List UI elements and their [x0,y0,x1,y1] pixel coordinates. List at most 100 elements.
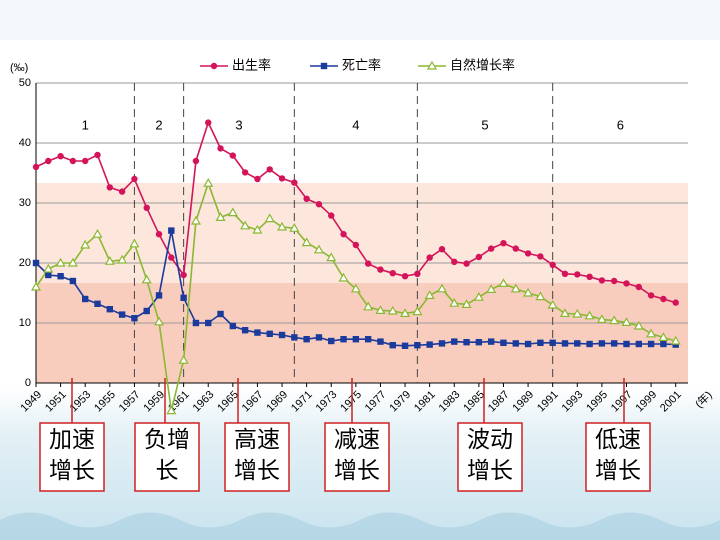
point [32,163,40,171]
point [498,278,509,287]
point [487,245,495,252]
point [424,290,435,299]
point [549,339,556,346]
point [117,254,128,264]
point [166,405,177,415]
point [426,341,433,348]
point [92,228,103,238]
point [524,340,532,348]
point [291,334,298,341]
point [328,337,335,345]
point [340,336,347,343]
point [155,231,163,238]
point [291,179,298,186]
point [178,354,189,364]
point [57,273,64,280]
point [438,246,446,253]
phase-box [134,422,200,492]
point [623,280,630,287]
point [524,250,532,257]
point [412,306,423,316]
point [205,319,212,327]
point [104,255,115,265]
point [574,340,581,347]
point [241,327,249,334]
point [414,342,421,349]
point [118,311,126,318]
point [512,340,519,347]
point [350,283,361,293]
y-axis-label: (‰) [10,62,28,74]
point [584,310,595,320]
point [414,270,421,277]
point [635,340,642,348]
point [523,287,534,297]
point [352,336,360,343]
phase-label: 低速 [595,427,641,453]
point [559,308,571,317]
point [215,212,226,221]
phase-label: 增长 [49,458,95,484]
point [106,306,114,313]
point [94,300,101,307]
phase-label: 负增 [144,427,190,453]
point [586,273,593,280]
point [363,301,374,311]
point [463,339,470,346]
point [621,317,632,326]
y-tick-label: 30 [19,197,31,209]
phase-label: 减速 [334,427,380,453]
phase-box [224,422,290,492]
point [487,338,495,345]
point [289,222,300,232]
point [313,244,324,254]
point [32,259,40,267]
point [352,241,360,249]
point [647,292,655,299]
point [229,152,237,159]
point [69,277,77,285]
point [338,272,349,282]
point [229,322,237,330]
point [278,175,286,182]
point [377,266,384,273]
point [512,245,519,252]
point [670,335,681,345]
point [401,342,409,349]
band-dark [36,283,688,383]
stage-label: 6 [617,117,624,132]
point [574,271,581,278]
point [598,277,606,284]
point [303,195,310,202]
point [586,340,593,348]
phase-label: 长 [156,458,179,484]
point [131,175,138,183]
point [143,307,150,315]
point [203,177,214,187]
point [537,253,544,260]
point [180,294,187,301]
phase-label: 增长 [595,458,641,484]
point [168,227,175,234]
point [646,328,657,338]
stage-label: 1 [82,117,89,132]
point [69,157,77,165]
point [561,340,569,347]
phase-label: 加速 [49,427,95,453]
phase-label: 波动 [467,427,513,453]
point [254,329,261,336]
point [252,224,263,234]
point [451,338,458,345]
point [153,316,165,326]
wave-decoration [0,512,720,540]
point [463,260,470,267]
point [364,260,372,267]
point [80,239,91,249]
legend-marker [320,62,328,70]
point [340,231,347,238]
stage-label: 3 [235,117,242,132]
legend-label: 死亡率 [342,58,381,74]
point [131,315,138,322]
point [141,274,152,284]
